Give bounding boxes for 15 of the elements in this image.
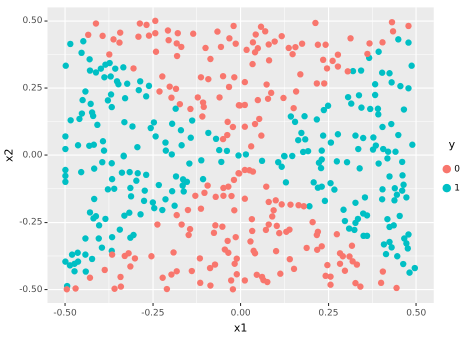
x-tick-label: 0.50 bbox=[406, 308, 427, 319]
legend-label: 0 bbox=[454, 164, 460, 174]
y-axis-title: x2 bbox=[2, 148, 16, 162]
y-tick-label: 0.25 bbox=[22, 83, 42, 94]
y-tick-label: 0.50 bbox=[22, 16, 43, 26]
legend-title: y bbox=[448, 138, 456, 151]
x-axis-title: x1 bbox=[234, 321, 248, 334]
y-tick-label: -0.50 bbox=[19, 284, 43, 295]
legend-label: 1 bbox=[454, 183, 460, 194]
y-tick-label: 0.00 bbox=[22, 150, 43, 161]
x-tick-label: -0.50 bbox=[53, 308, 77, 319]
x-tick-label: -0.25 bbox=[141, 308, 164, 319]
y-tick-label: -0.25 bbox=[19, 218, 42, 228]
x-tick-label: 0.00 bbox=[230, 308, 251, 319]
x-tick-label: 0.25 bbox=[318, 308, 338, 319]
